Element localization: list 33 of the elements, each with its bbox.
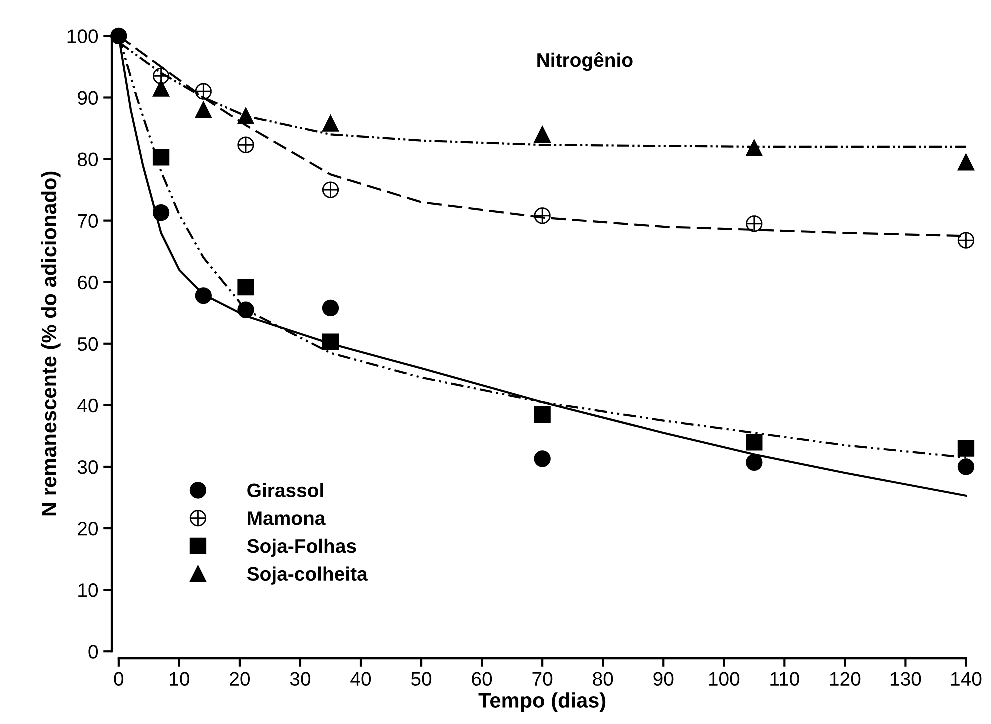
y-tick-label: 10 (78, 584, 98, 598)
x-tick-label: 10 (170, 672, 190, 686)
y-tick-label: 90 (78, 91, 98, 105)
text: Nitrogênio (538, 52, 633, 72)
x-tick-label: 90 (654, 672, 674, 686)
y-tick-label: 30 (78, 460, 98, 474)
legend-label: Soja-Folhas (247, 538, 356, 558)
y-tick-label: 80 (78, 152, 98, 167)
y-tick-label: 60 (78, 276, 98, 290)
x-tick-label: 60 (472, 672, 492, 686)
y-axis-title: N remanescente (% do adicionado) (41, 172, 61, 516)
x-tick-label: 50 (411, 672, 432, 686)
x-tick-label: 40 (350, 672, 372, 686)
x-tick-label: 0 (114, 672, 124, 686)
x-tick-label: 100 (709, 672, 740, 686)
legend-label: Soja-colheita (247, 566, 368, 585)
y-tick-label: 70 (78, 214, 98, 228)
y-tick-label: 40 (78, 398, 98, 413)
y-tick-label: 50 (78, 337, 98, 352)
x-tick-label: 140 (951, 672, 982, 686)
x-tick-label: 70 (532, 672, 553, 686)
y-tick-label: 20 (78, 522, 98, 536)
legend-label: Girassol (248, 483, 324, 498)
y-tick-label: 100 (68, 30, 98, 44)
x-tick-label: 120 (830, 672, 861, 686)
x-tick-label: 110 (770, 672, 800, 686)
x-tick-label: 130 (890, 672, 922, 686)
x-tick-label: 30 (290, 672, 311, 686)
x-tick-label: 80 (593, 672, 614, 686)
x-axis-title: Tempo (dias) (478, 692, 606, 712)
x-tick-label: 20 (230, 672, 250, 686)
y-tick-label: 0 (88, 645, 98, 659)
legend-label: Mamona (248, 512, 326, 526)
